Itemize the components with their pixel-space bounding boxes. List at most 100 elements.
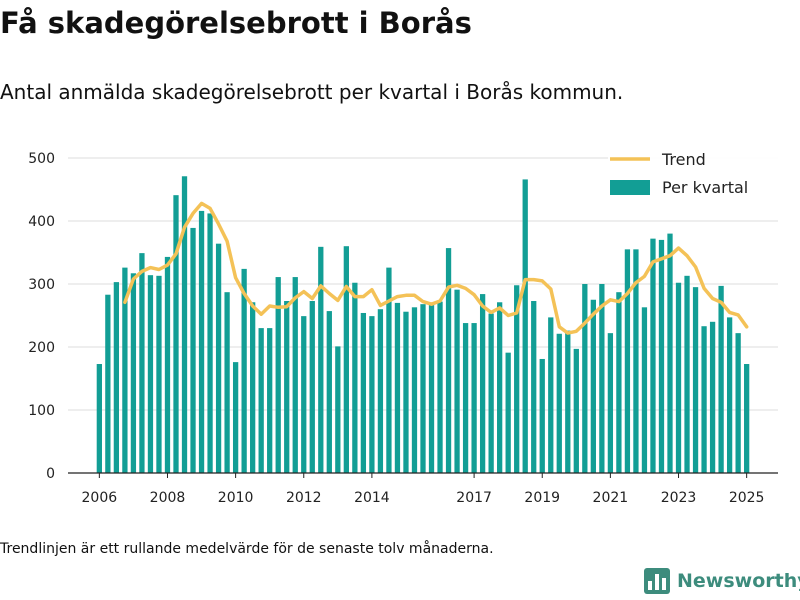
bar (147, 275, 154, 473)
bar (275, 277, 281, 473)
brand-name: Newsworthy (677, 570, 800, 592)
bar (692, 287, 699, 473)
bar (173, 195, 179, 474)
legend-trend-label: Trend (661, 150, 706, 169)
x-tick-label: 2008 (150, 490, 186, 506)
bar (522, 179, 528, 474)
bar (369, 316, 375, 473)
bar (573, 348, 579, 473)
bar (250, 302, 256, 473)
bar (548, 317, 554, 473)
bar (318, 246, 324, 473)
bar (207, 213, 213, 473)
bar (403, 311, 409, 473)
bar (96, 364, 102, 473)
x-tick-label: 2017 (456, 490, 492, 506)
bar-series (96, 176, 750, 474)
bar (650, 238, 656, 473)
bar (309, 301, 315, 473)
bar (531, 301, 537, 473)
bar (556, 333, 562, 473)
bar (497, 302, 503, 473)
bar (726, 317, 733, 473)
x-tick-label: 2021 (593, 490, 629, 506)
legend-bar-label: Per kvartal (662, 178, 748, 197)
bar (471, 323, 477, 473)
y-tick-label: 0 (46, 466, 55, 482)
bar (198, 210, 205, 474)
bar-line-chart: 2006 2008 2010 2012 2014 2017 2019 2021 2023 2025… (28, 142, 778, 506)
bar (267, 328, 273, 473)
bar (386, 267, 392, 473)
bar (164, 256, 171, 473)
bar (633, 249, 639, 473)
chart-title: Få skadegörelsebrott i Borås (0, 6, 472, 40)
bar (105, 294, 111, 473)
y-tick-label: 500 (28, 151, 55, 167)
bar (139, 253, 145, 473)
bar (667, 233, 673, 473)
bar (616, 292, 622, 473)
bar (735, 333, 741, 473)
bar (718, 285, 724, 473)
bar (326, 311, 332, 473)
y-axis-ticks: 0 100 200 300 400 500 (28, 151, 55, 482)
bar (709, 321, 716, 473)
x-axis-ticks: 2006 2008 2010 2012 2014 2017 2019 2021 2023 2025 (82, 473, 764, 506)
bar (599, 284, 605, 473)
bar (156, 275, 162, 473)
bar (394, 302, 401, 473)
y-tick-label: 200 (28, 340, 55, 356)
y-tick-label: 100 (28, 403, 55, 419)
legend-background (608, 142, 778, 206)
bar (130, 273, 137, 473)
x-tick-label: 2006 (82, 490, 118, 506)
bar (675, 282, 682, 473)
bar (539, 358, 545, 473)
bar (684, 275, 690, 473)
bar (428, 304, 435, 473)
trend-series (123, 201, 749, 335)
footnote: Trendlinjen är ett rullande medelvärde f… (0, 541, 494, 557)
x-tick-label: 2023 (661, 490, 697, 506)
bar (122, 267, 128, 473)
bar (462, 323, 469, 473)
bar (505, 352, 511, 473)
bar (582, 284, 588, 473)
bar (284, 301, 290, 473)
bar (514, 285, 520, 473)
bar (360, 312, 367, 473)
bar (343, 246, 349, 473)
bar (113, 282, 120, 473)
trend-line (123, 201, 749, 335)
bar (215, 243, 222, 473)
bar (335, 346, 341, 473)
bar (624, 249, 631, 473)
x-tick-label: 2014 (354, 490, 390, 506)
bar (641, 307, 648, 473)
y-tick-label: 300 (28, 277, 55, 293)
chart-subtitle: Antal anmälda skadegörelsebrott per kvar… (0, 80, 624, 104)
bar (488, 313, 494, 473)
bar (454, 289, 460, 473)
bar (377, 309, 384, 473)
bar (190, 227, 196, 473)
bar (224, 292, 230, 473)
bar (744, 364, 750, 473)
bar (590, 299, 596, 473)
brand-logo[interactable]: Newsworthy (644, 568, 800, 594)
bar (445, 248, 452, 473)
bar (352, 282, 358, 473)
bar (292, 277, 298, 473)
x-tick-label: 2019 (524, 490, 560, 506)
chart-legend: Trend Per kvartal (608, 142, 778, 206)
bar (232, 362, 239, 473)
bar (658, 239, 665, 473)
bar (411, 307, 418, 473)
bar (437, 301, 443, 473)
x-tick-label: 2012 (286, 490, 322, 506)
bar (258, 328, 264, 473)
bar (479, 294, 486, 473)
y-tick-label: 400 (28, 214, 55, 230)
bar (301, 316, 307, 473)
